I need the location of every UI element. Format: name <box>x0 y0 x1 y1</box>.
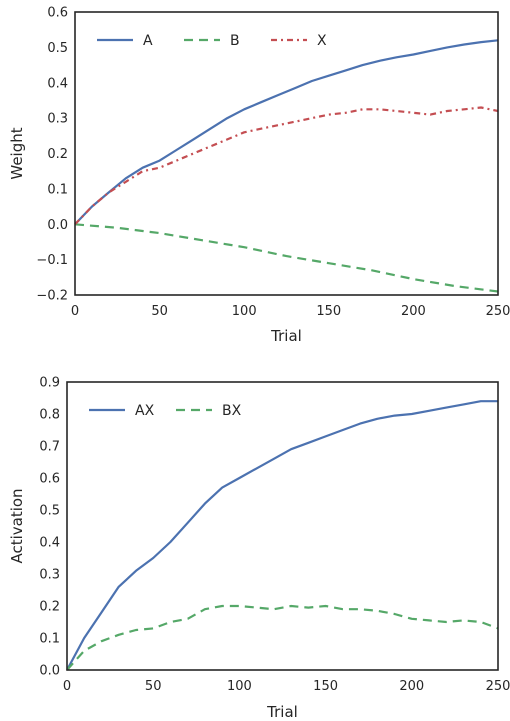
x-tick-label: 150 <box>316 304 341 319</box>
x-tick-label: 200 <box>401 304 426 319</box>
legend: AX BX <box>89 403 242 419</box>
chart-panel-2: 0 50 100 150 200 250 0.0 0.1 0.2 0.3 0.4 0.5 0.6 0.7 0… <box>8 376 510 721</box>
x-axis-label: Trial <box>270 327 302 345</box>
y-tick-label: 0.0 <box>47 218 68 233</box>
x-tick-label: 50 <box>145 679 162 694</box>
y-axis-label: Weight <box>8 127 26 179</box>
series-line-ax <box>66 400 498 671</box>
legend-label-a: A <box>143 33 153 49</box>
x-tick-label: 0 <box>71 304 79 319</box>
x-tick-label: 50 <box>151 304 168 319</box>
series-line-bx <box>66 604 499 671</box>
y-tick-label: 0.6 <box>47 6 68 21</box>
series-line-b <box>74 223 499 293</box>
y-tick-label: 0.6 <box>39 472 60 487</box>
legend-label-x: X <box>317 33 327 49</box>
y-tick-label: 0.4 <box>39 536 60 551</box>
y-tick-label: 0.1 <box>47 182 68 197</box>
y-tick-label: 0.7 <box>39 440 60 455</box>
x-tick-label: 250 <box>486 679 510 694</box>
x-tick-label: 100 <box>232 304 257 319</box>
chart-panel-1: 0 50 100 150 200 250 −0.2 −0.1 0.0 0.1 0.2 0.3 0.4 0.… <box>8 6 510 346</box>
y-tick-label: −0.1 <box>36 253 68 268</box>
y-tick-label: 0.9 <box>39 376 60 391</box>
y-tick-label: 0.0 <box>39 664 60 679</box>
y-tick-label: 0.1 <box>39 632 60 647</box>
series-line-x <box>74 106 499 226</box>
x-tick-label: 150 <box>313 679 338 694</box>
y-tick-label: 0.3 <box>39 568 60 583</box>
axes-frame <box>74 11 499 296</box>
y-tick-label: 0.3 <box>47 112 68 127</box>
y-tick-label: 0.5 <box>47 41 68 56</box>
series-line-a <box>74 39 499 226</box>
x-tick-label: 0 <box>63 679 71 694</box>
y-tick-label: 0.4 <box>47 76 68 91</box>
y-axis-label: Activation <box>8 488 26 563</box>
y-tick-label: 0.2 <box>39 600 60 615</box>
y-tick-label: 0.5 <box>39 504 60 519</box>
x-tick-label: 200 <box>399 679 424 694</box>
y-tick-label: 0.2 <box>47 147 68 162</box>
y-tick-label: 0.8 <box>39 408 60 423</box>
axes-frame <box>66 381 499 671</box>
x-axis-label: Trial <box>266 703 298 721</box>
legend-label-bx: BX <box>222 403 242 419</box>
x-tick-label: 250 <box>486 304 510 319</box>
legend-label-ax: AX <box>135 403 155 419</box>
y-tick-label: −0.2 <box>36 289 68 304</box>
x-tick-label: 100 <box>227 679 252 694</box>
legend-label-b: B <box>230 33 240 49</box>
